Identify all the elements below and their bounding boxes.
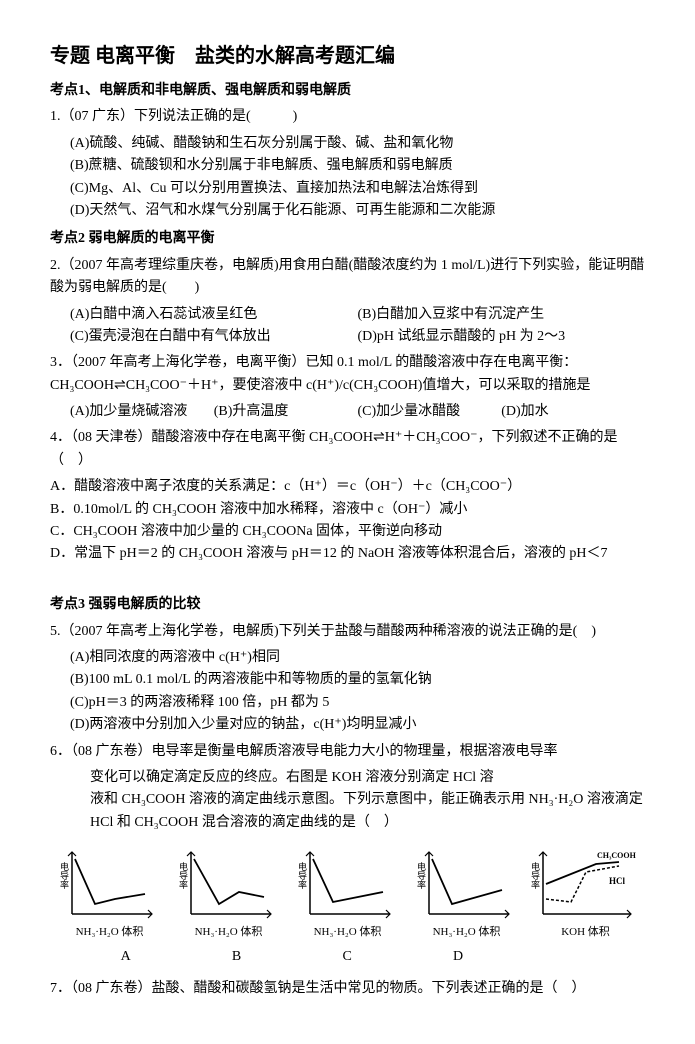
q4-opt-c: C．CH₃COOH 溶液中加少量的 CH₃COONa 固体，平衡逆向移动 <box>50 521 645 543</box>
q2-opt-b: (B)白醋加入豆浆中有沉淀产生 <box>358 304 646 326</box>
label-c: C <box>342 946 351 968</box>
chart-ref: 电导率 CH₃COOH HCl KOH 体积 <box>531 844 641 942</box>
label-d: D <box>453 946 463 968</box>
q5-opt-c: (C)pH＝3 的两溶液稀释 100 倍，pH 都为 5 <box>50 692 645 714</box>
q1-stem: 1.（07 广东）下列说法正确的是( ) <box>50 106 645 128</box>
page-title: 专题 电离平衡 盐类的水解高考题汇编 <box>50 40 645 72</box>
q2-opt-c: (C)蛋壳浸泡在白醋中有气体放出 <box>70 326 358 348</box>
q4-stem: 4．（08 天津卷）醋酸溶液中存在电离平衡 CH₃COOH⇌H⁺＋CH₃COO⁻… <box>50 427 645 472</box>
q3-opt-a: (A)加少量烧碱溶液 <box>70 401 214 423</box>
q6-stem-2: 变化可以确定滴定反应的终应。右图是 KOH 溶液分别滴定 HCl 溶 <box>50 767 645 789</box>
section-1: 考点1、电解质和非电解质、强电解质和弱电解质 <box>50 80 645 102</box>
chart-d-ylabel: 电导率 <box>417 861 426 890</box>
chart-row: 电导率 NH₃·H₂O 体积 电导率 NH₃·H₂O 体积 电导率 <box>50 844 645 942</box>
chart-b: 电导率 NH₃·H₂O 体积 <box>174 844 284 942</box>
chart-b-xlabel: NH₃·H₂O 体积 <box>174 924 284 942</box>
chart-d-xlabel: NH₃·H₂O 体积 <box>412 924 522 942</box>
q2-opt-d: (D)pH 试纸显示醋酸的 pH 为 2～3 <box>358 326 646 348</box>
q3-opt-b: (B)升高温度 <box>214 401 358 423</box>
q4-opt-a: A．醋酸溶液中离子浓度的关系满足：c（H⁺）＝c（OH⁻）＋c（CH₃COO⁻） <box>50 476 645 498</box>
q6-stem-3: 液和 CH₃COOH 溶液的滴定曲线示意图。下列示意图中，能正确表示用 NH₃·… <box>50 789 645 834</box>
chart-a-ylabel: 电导率 <box>60 861 69 890</box>
chart-b-ylabel: 电导率 <box>179 861 188 890</box>
q3-opt-d: (D)加水 <box>501 401 645 423</box>
q7-stem: 7．（08 广东卷）盐酸、醋酸和碳酸氢钠是生活中常见的物质。下列表述正确的是（ … <box>50 978 645 1000</box>
q4-opt-b: B．0.10mol/L 的 CH₃COOH 溶液中加水稀释，溶液中 c（OH⁻）… <box>50 499 645 521</box>
q5-stem: 5.（2007 年高考上海化学卷，电解质)下列关于盐酸与醋酸两种稀溶液的说法正确… <box>50 621 645 643</box>
chart-d-curve <box>432 859 502 904</box>
chart-option-labels: A B C D X <box>70 946 625 968</box>
chart-c: 电导率 NH₃·H₂O 体积 <box>293 844 403 942</box>
chart-ref-bot-label: HCl <box>609 876 626 886</box>
chart-c-xlabel: NH₃·H₂O 体积 <box>293 924 403 942</box>
q2-opt-a: (A)白醋中滴入石蕊试液呈红色 <box>70 304 358 326</box>
chart-b-curve <box>194 859 264 904</box>
chart-a-xlabel: NH₃·H₂O 体积 <box>55 924 165 942</box>
label-b: B <box>232 946 241 968</box>
q2-stem: 2.（2007 年高考理综重庆卷，电解质)用食用白醋(醋酸浓度约为 1 mol/… <box>50 255 645 300</box>
q1-opt-c: (C)Mg、Al、Cu 可以分别用置换法、直接加热法和电解法冶炼得到 <box>50 178 645 200</box>
chart-a: 电导率 NH₃·H₂O 体积 <box>55 844 165 942</box>
chart-ref-ylabel: 电导率 <box>531 861 540 890</box>
q3-opt-c: (C)加少量冰醋酸 <box>358 401 502 423</box>
chart-ref-top-label: CH₃COOH <box>597 851 637 860</box>
chart-a-curve <box>75 859 145 904</box>
q1-opt-a: (A)硫酸、纯碱、醋酸钠和生石灰分别属于酸、碱、盐和氧化物 <box>50 133 645 155</box>
chart-c-curve <box>313 859 383 902</box>
q5-opt-a: (A)相同浓度的两溶液中 c(H⁺)相同 <box>50 647 645 669</box>
q4-opt-d: D．常温下 pH＝2 的 CH₃COOH 溶液与 pH＝12 的 NaOH 溶液… <box>50 543 645 565</box>
section-2: 考点2 弱电解质的电离平衡 <box>50 228 645 250</box>
chart-ref-xlabel: KOH 体积 <box>531 924 641 942</box>
q5-opt-b: (B)100 mL 0.1 mol/L 的两溶液能中和等物质的量的氢氧化钠 <box>50 669 645 691</box>
q5-opt-d: (D)两溶液中分别加入少量对应的钠盐，c(H⁺)均明显减小 <box>50 714 645 736</box>
q3-stem: 3．（2007 年高考上海化学卷，电离平衡）已知 0.1 mol/L 的醋酸溶液… <box>50 352 645 397</box>
label-a: A <box>121 946 131 968</box>
chart-d: 电导率 NH₃·H₂O 体积 <box>412 844 522 942</box>
chart-c-ylabel: 电导率 <box>298 861 307 890</box>
section-3: 考点3 强弱电解质的比较 <box>50 594 645 616</box>
q1-opt-b: (B)蔗糖、硫酸钡和水分别属于非电解质、强电解质和弱电解质 <box>50 155 645 177</box>
q6-stem-1: 6．（08 广东卷）电导率是衡量电解质溶液导电能力大小的物理量，根据溶液电导率 <box>50 741 645 763</box>
q1-opt-d: (D)天然气、沼气和水煤气分别属于化石能源、可再生能源和二次能源 <box>50 200 645 222</box>
